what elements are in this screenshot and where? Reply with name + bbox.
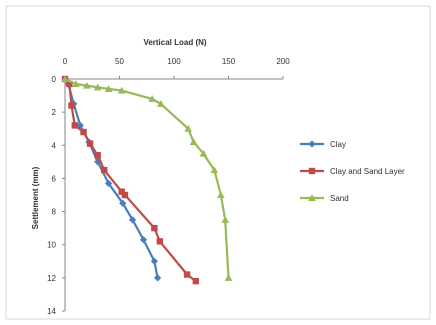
data-point: [210, 166, 219, 174]
data-point: [183, 271, 191, 278]
chart-area: [5, 5, 431, 320]
data-point: [94, 152, 101, 159]
y-tick-label: 10: [47, 241, 56, 250]
y-tick-label: 12: [47, 274, 56, 283]
data-point: [118, 188, 125, 195]
data-point: [72, 80, 80, 88]
legend-entry: Sand: [300, 194, 349, 203]
legend-label: Clay and Sand Layer: [330, 167, 405, 176]
x-tick-label: 50: [115, 57, 124, 66]
data-point: [80, 128, 87, 136]
y-tick-label: 8: [52, 208, 57, 217]
x-tick-label: 100: [167, 57, 181, 66]
data-point: [192, 277, 199, 285]
data-point: [148, 95, 156, 102]
data-point: [184, 124, 192, 132]
data-point: [224, 274, 233, 281]
data-point: [217, 191, 225, 199]
x-axis-title: Vertical Load (N): [143, 38, 206, 47]
legend-entry: Clay: [300, 140, 346, 149]
data-point: [221, 216, 230, 223]
y-tick-label: 2: [52, 108, 57, 117]
y-tick-label: 4: [52, 141, 57, 150]
x-tick-label: 200: [276, 57, 290, 66]
data-point: [156, 238, 164, 245]
data-point: [150, 257, 158, 265]
data-point: [139, 236, 148, 244]
legend-swatch-marker: [308, 167, 316, 175]
y-tick-label: 6: [52, 174, 57, 183]
legend-entry: Clay and Sand Layer: [300, 167, 405, 176]
series-clay-and-sand-layer: [61, 75, 199, 285]
data-point: [61, 75, 69, 83]
data-point: [68, 102, 75, 109]
data-point: [101, 166, 108, 174]
data-point: [157, 100, 165, 107]
data-point: [104, 85, 113, 92]
data-point: [105, 179, 113, 187]
legend: Clay Clay and Sand Layer Sand: [300, 140, 405, 203]
data-point: [128, 216, 137, 224]
data-point: [119, 199, 127, 207]
data-point: [71, 122, 79, 129]
plot-area: 0 50 100 150 200 0 2 4 6 8 10 12 14: [47, 57, 290, 316]
data-point: [66, 80, 73, 88]
legend-label: Sand: [330, 194, 349, 203]
data-point: [199, 149, 208, 157]
data-point: [86, 140, 94, 147]
legend-label: Clay: [330, 140, 346, 149]
data-point: [189, 138, 198, 146]
y-tick-label: 14: [47, 307, 56, 316]
data-point: [121, 191, 129, 199]
y-tick-label: 0: [52, 75, 57, 84]
x-tick-label: 150: [222, 57, 236, 66]
data-point: [154, 274, 162, 282]
data-point: [83, 81, 91, 89]
data-point: [93, 83, 102, 91]
series-sand: [61, 75, 233, 281]
legend-swatch-marker: [308, 194, 316, 202]
x-tick-label: 0: [63, 57, 68, 66]
data-point: [151, 224, 158, 232]
legend-swatch-marker: [308, 140, 316, 148]
data-point: [117, 86, 126, 94]
y-axis-title: Settlement (mm): [31, 166, 40, 229]
